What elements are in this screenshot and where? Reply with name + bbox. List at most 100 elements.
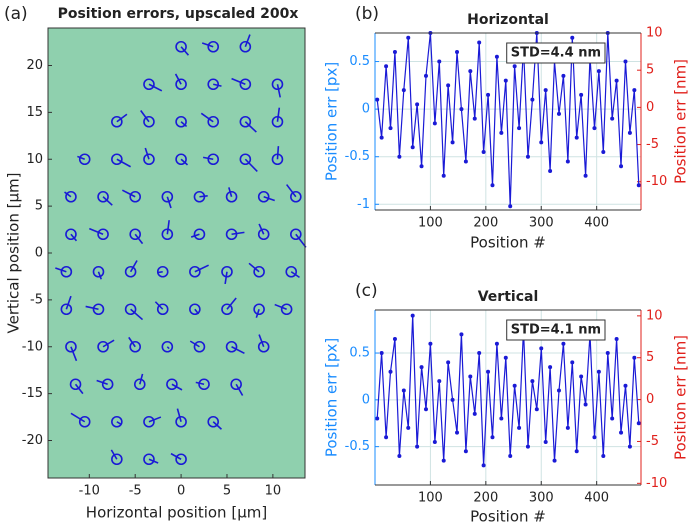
data-point: [486, 92, 491, 97]
data-point: [441, 458, 446, 463]
position-marker: [253, 303, 265, 316]
data-point: [636, 421, 641, 426]
data-point: [570, 35, 575, 40]
position-marker: [290, 190, 302, 203]
data-point: [539, 140, 544, 145]
data-point: [437, 379, 442, 384]
data-point: [512, 383, 517, 388]
data-point: [463, 449, 468, 454]
data-point: [570, 360, 575, 365]
data-point: [601, 453, 606, 458]
data-point: [481, 149, 486, 154]
panel-label: (b): [355, 4, 379, 24]
data-point: [543, 439, 548, 444]
data-point: [379, 351, 384, 356]
data-point: [375, 416, 380, 421]
error-vector: [166, 196, 172, 209]
error-vector: [190, 233, 200, 238]
error-vector: [244, 121, 257, 133]
data-point: [486, 369, 491, 374]
error-vector: [116, 113, 128, 123]
data-point: [428, 341, 433, 346]
data-point: [401, 388, 406, 393]
data-point: [432, 439, 437, 444]
position-marker: [207, 415, 220, 428]
error-vector: [231, 346, 245, 355]
data-point: [494, 54, 499, 59]
data-point: [517, 425, 522, 430]
y2-axis-label: Position err [nm]: [672, 59, 690, 184]
position-marker: [143, 115, 155, 128]
y2-tick-label: 10: [646, 308, 663, 323]
data-point: [384, 435, 389, 440]
data-point: [530, 379, 535, 384]
x-tick-label: 10: [265, 484, 282, 499]
data-point: [583, 402, 588, 407]
data-point: [463, 159, 468, 164]
error-vector: [274, 303, 287, 310]
data-point: [605, 351, 610, 356]
error-vector: [85, 305, 99, 311]
error-vector: [189, 340, 200, 348]
y-tick-label: -0.5: [345, 439, 370, 454]
position-marker: [239, 40, 252, 53]
position-marker: [230, 378, 242, 391]
data-point: [543, 88, 548, 93]
error-vector: [70, 233, 78, 242]
error-vector: [202, 156, 214, 161]
error-vector: [171, 383, 183, 391]
data-point: [623, 383, 628, 388]
data-point: [459, 332, 464, 337]
error-vector: [102, 339, 115, 348]
error-vector: [180, 158, 189, 166]
error-vector: [77, 155, 86, 160]
position-marker: [65, 340, 77, 353]
error-vector: [89, 227, 104, 235]
annotation: STD=4.1 nm: [511, 323, 601, 338]
plot-frame: [47, 27, 306, 479]
data-point: [388, 369, 393, 374]
error-vector: [248, 262, 260, 273]
y-axis-label: Vertical position [µm]: [5, 173, 23, 334]
data-point: [410, 145, 415, 150]
error-vector: [130, 308, 144, 321]
y-tick-label: -1: [357, 197, 370, 212]
data-point: [539, 346, 544, 351]
data-point: [508, 204, 513, 209]
error-vector: [213, 83, 222, 87]
data-point: [415, 102, 420, 107]
y-tick-label: -5: [30, 292, 43, 307]
data-point: [437, 59, 442, 64]
error-vector: [194, 308, 200, 315]
position-marker: [97, 190, 109, 203]
data-point: [499, 416, 504, 421]
position-marker: [111, 415, 123, 428]
data-point: [596, 369, 601, 374]
error-vector: [231, 77, 246, 85]
data-point: [432, 121, 437, 126]
data-point: [583, 173, 588, 178]
data-point: [441, 173, 446, 178]
error-vector: [258, 223, 265, 235]
x-tick-label: 300: [529, 491, 554, 506]
data-point: [472, 116, 477, 121]
data-point: [596, 69, 601, 74]
data-point: [574, 449, 579, 454]
data-point: [579, 374, 584, 379]
y-tick-label: 10: [26, 152, 43, 167]
y-axis-label: Position err [px]: [323, 62, 341, 181]
error-vector: [200, 112, 214, 123]
y2-tick-label: 0: [646, 100, 654, 115]
data-point: [450, 140, 455, 145]
position-marker: [280, 303, 293, 316]
position-marker: [239, 115, 252, 128]
data-point: [623, 59, 628, 64]
series-line: [376, 315, 640, 466]
data-point: [419, 365, 424, 370]
position-marker: [156, 265, 169, 278]
error-vector: [65, 295, 72, 310]
position-marker: [225, 190, 238, 203]
error-vector: [244, 158, 258, 172]
error-vector: [157, 270, 163, 274]
position-marker: [207, 153, 220, 166]
